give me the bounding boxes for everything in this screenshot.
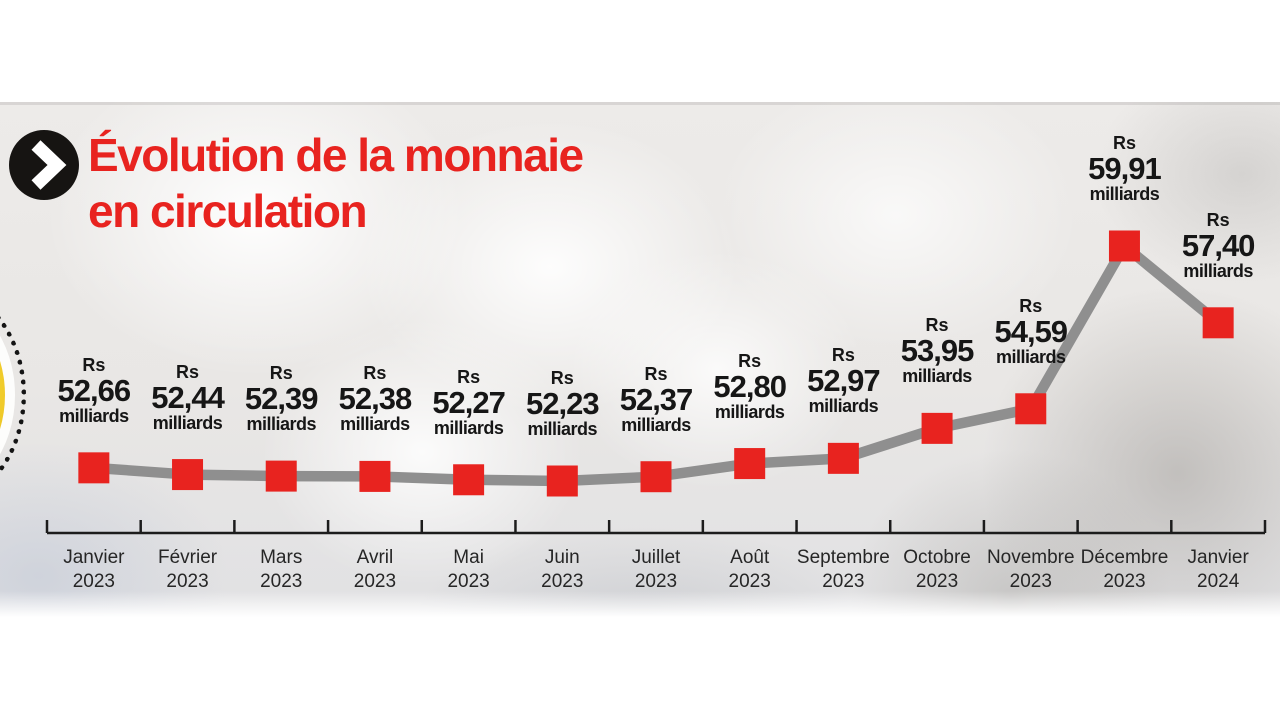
page-title: Évolution de la monnaie en circulation xyxy=(88,127,584,239)
page-title-line1: Évolution de la monnaie xyxy=(88,129,584,181)
chart-header: Évolution de la monnaie en circulation xyxy=(9,127,584,239)
page-title-line2: en circulation xyxy=(88,185,368,237)
chevron-right-icon xyxy=(9,130,79,200)
coin-face xyxy=(0,305,5,485)
